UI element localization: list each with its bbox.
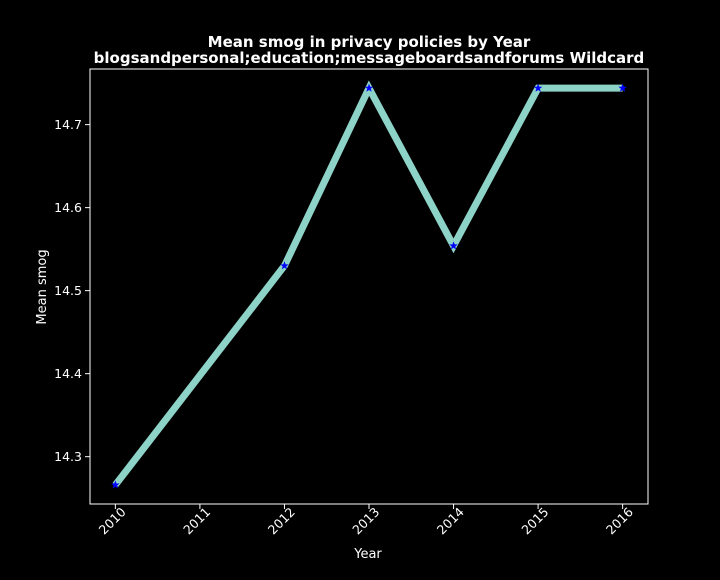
chart-title: Mean smog in privacy policies by Year	[208, 33, 531, 51]
y-tick-label: 14.5	[54, 283, 82, 298]
y-axis-label: Mean smog	[35, 249, 50, 324]
data-point-marker	[618, 83, 627, 92]
y-tick-label: 14.6	[54, 200, 82, 215]
data-point-marker	[111, 480, 120, 489]
y-tick-label: 14.7	[54, 117, 82, 132]
data-point-marker	[449, 241, 458, 250]
series-line	[112, 80, 623, 488]
chart-subtitle: blogsandpersonal;education;messageboards…	[94, 49, 645, 67]
y-tick-label: 14.3	[54, 449, 82, 464]
x-axis-label: Year	[353, 547, 382, 562]
data-point-marker	[280, 261, 289, 270]
plot-area	[111, 80, 627, 489]
y-tick-label: 14.4	[54, 366, 82, 381]
data-point-marker	[364, 83, 374, 92]
data-point-marker	[533, 83, 543, 92]
